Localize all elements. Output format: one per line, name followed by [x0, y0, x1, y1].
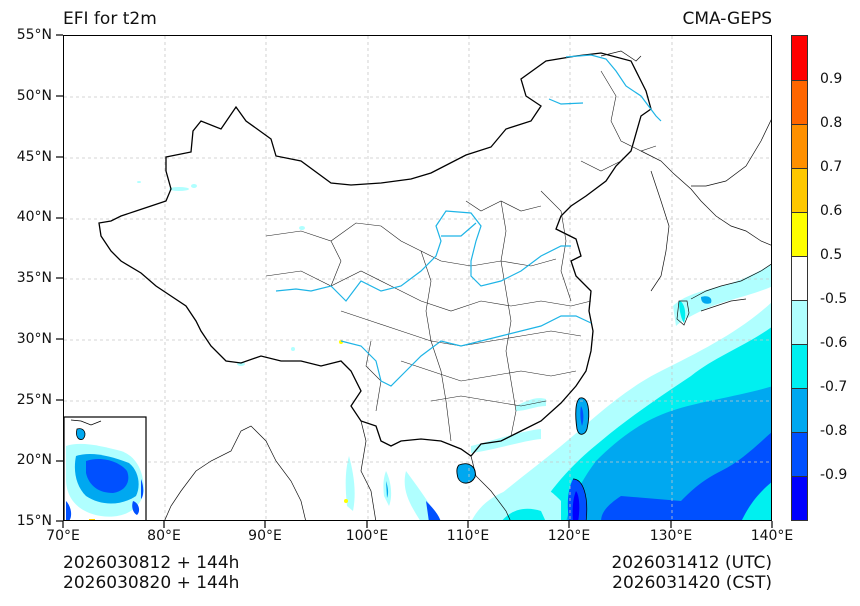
y-tick-20n: 20°N [16, 452, 52, 468]
province-borders [265, 70, 657, 442]
rivers [275, 54, 662, 387]
init-time-utc: 2026030812 + 144h [63, 553, 240, 573]
colorbar-label: -0.6 [820, 335, 848, 351]
x-tick-80e: 80°E [147, 528, 181, 544]
colorbar-bin-neg0.7-neg0.6 [792, 344, 807, 388]
colorbar-bin-neg0.8-neg0.7 [792, 388, 807, 432]
y-tick-40n: 40°N [16, 209, 52, 225]
colorbar-bin-neutral [792, 256, 807, 300]
gridlines [64, 36, 771, 520]
colorbar-label: 0.8 [820, 115, 843, 131]
x-tick-100e: 100°E [345, 528, 389, 544]
colorbar-bin-neg1.0-neg0.9 [792, 476, 807, 520]
colorbar-bin-neg0.6-neg0.5 [792, 300, 807, 344]
colorbar-bin-0.6-0.7 [792, 168, 807, 212]
x-tick-140e: 140°E [750, 528, 794, 544]
efi-map [64, 36, 771, 520]
efi-shading-pacific [472, 302, 771, 520]
efi-shading-scs [345, 398, 561, 520]
colorbar-label: 0.6 [820, 203, 843, 219]
colorbar-label: 0.9 [820, 71, 843, 87]
colorbar-bin-0.5-0.6 [792, 212, 807, 256]
efi-hainan [456, 463, 476, 484]
y-tick-30n: 30°N [16, 331, 52, 347]
init-time-cst: 2026030820 + 144h [63, 573, 240, 593]
colorbar-bin-neg0.9-neg0.8 [792, 432, 807, 476]
valid-time-utc: 2026031412 (UTC) [611, 553, 772, 573]
colorbar [791, 35, 808, 521]
efi-minor-specks [137, 181, 305, 366]
colorbar-label: -0.9 [820, 467, 848, 483]
colorbar-label: -0.8 [820, 423, 848, 439]
x-tick-70e: 70°E [46, 528, 80, 544]
colorbar-bin-0.8-0.9 [792, 80, 807, 124]
colorbar-label: -0.7 [820, 379, 848, 395]
valid-time-cst: 2026031420 (CST) [612, 573, 772, 593]
y-tick-45n: 45°N [16, 149, 52, 165]
colorbar-label: -0.5 [820, 291, 848, 307]
x-tick-130e: 130°E [649, 528, 693, 544]
chart-title: EFI for t2m [63, 9, 157, 29]
colorbar-bin-0.7-0.8 [792, 124, 807, 168]
inset-south-china-sea [64, 416, 147, 520]
y-tick-25n: 25°N [16, 392, 52, 408]
colorbar-bin-0.9-1.0 [792, 36, 807, 80]
y-tick-15n: 15°N [16, 513, 52, 529]
y-tick-55n: 55°N [16, 27, 52, 43]
china-border [98, 52, 652, 457]
y-tick-50n: 50°N [16, 88, 52, 104]
y-tick-35n: 35°N [16, 270, 52, 286]
coastlines [164, 50, 771, 520]
map-plot [63, 35, 772, 521]
efi-japan [673, 264, 771, 326]
colorbar-label: 0.5 [820, 247, 843, 263]
x-tick-90e: 90°E [248, 528, 282, 544]
x-tick-120e: 120°E [547, 528, 591, 544]
x-tick-110e: 110°E [446, 528, 490, 544]
colorbar-label: 0.7 [820, 159, 843, 175]
model-name: CMA-GEPS [682, 9, 772, 29]
